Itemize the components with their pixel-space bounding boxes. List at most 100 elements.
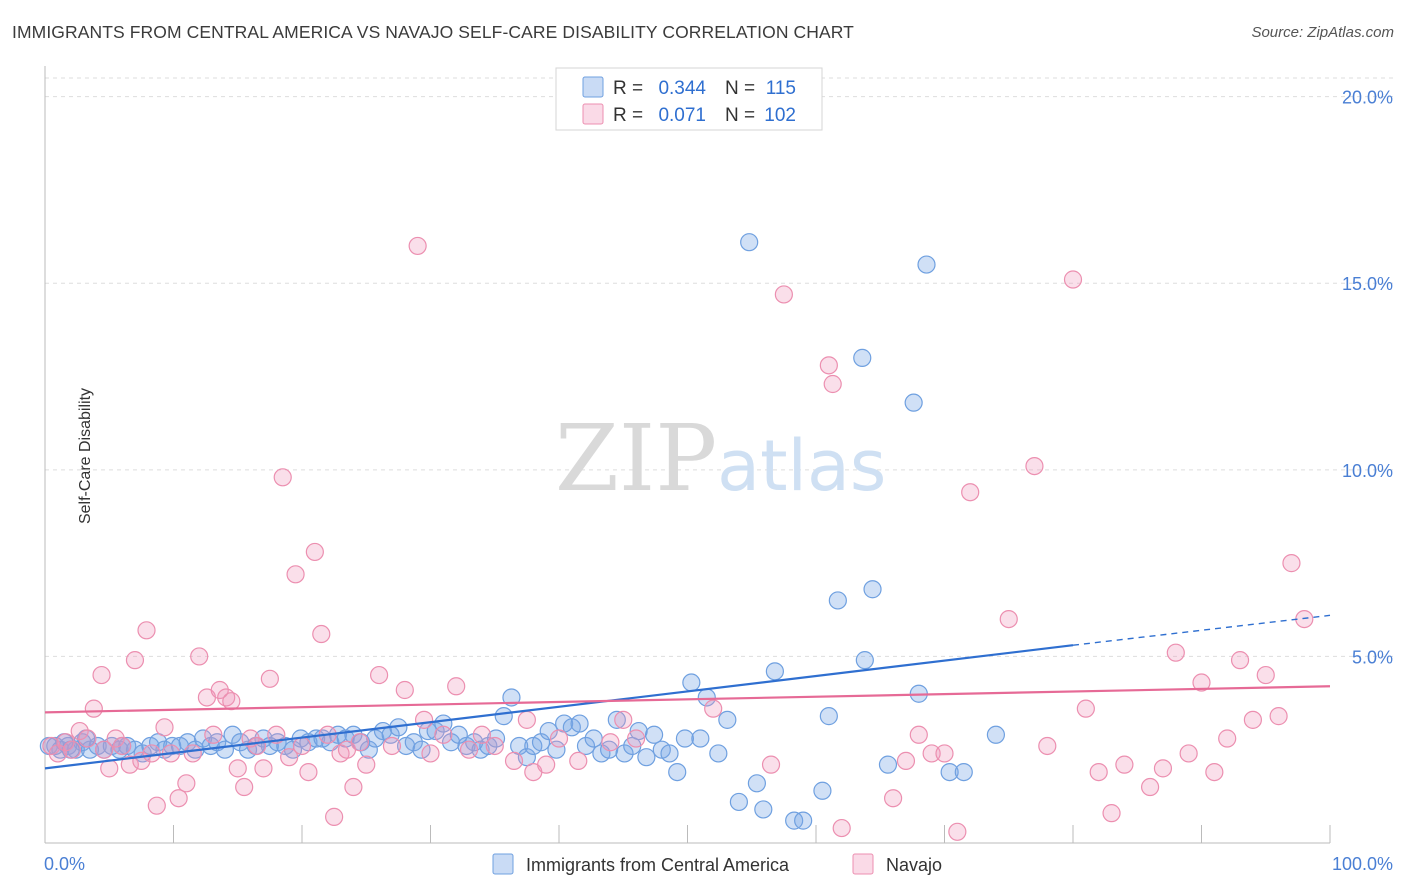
- point-central-america: [904, 393, 923, 412]
- point-central-america: [584, 729, 603, 748]
- r-value: 0.344: [658, 78, 706, 99]
- point-central-america: [441, 733, 461, 752]
- point-central-america: [855, 651, 874, 670]
- point-navajo: [832, 818, 851, 838]
- point-navajo: [1076, 699, 1095, 718]
- point-central-america: [502, 688, 521, 707]
- n-value: 102: [764, 105, 796, 126]
- bottom-legend-swatch: [852, 853, 874, 875]
- point-navajo: [210, 680, 229, 700]
- point-navajo: [1063, 270, 1083, 289]
- point-central-america: [600, 740, 619, 759]
- point-central-america: [215, 740, 234, 759]
- trend-line-navajo: [44, 685, 1331, 714]
- point-navajo: [267, 725, 286, 744]
- point-navajo: [70, 721, 89, 741]
- point-navajo: [280, 748, 299, 767]
- point-navajo: [1179, 744, 1198, 763]
- point-navajo: [120, 755, 139, 774]
- bottom-legend-label: Navajo: [886, 855, 942, 875]
- source-label: Source: ZipAtlas.com: [1251, 24, 1394, 41]
- bottom-legend-label: Immigrants from Central America: [526, 855, 790, 875]
- point-navajo: [1153, 759, 1173, 778]
- point-navajo: [204, 725, 223, 744]
- r-value: 0.071: [658, 105, 706, 126]
- point-navajo: [485, 736, 504, 756]
- y-tick-label: 20.0%: [1342, 88, 1393, 108]
- point-navajo: [344, 777, 363, 797]
- point-navajo: [537, 755, 556, 774]
- point-navajo: [1025, 456, 1044, 476]
- point-navajo: [183, 744, 202, 763]
- point-central-america: [740, 233, 759, 252]
- trend-line-central-america: [44, 644, 1074, 770]
- point-navajo: [569, 751, 588, 771]
- point-navajo: [883, 789, 903, 808]
- point-navajo: [896, 751, 916, 771]
- point-central-america: [494, 707, 513, 726]
- stats-legend-box: [555, 67, 823, 131]
- point-navajo: [504, 751, 524, 771]
- point-navajo: [1166, 643, 1185, 662]
- point-navajo: [247, 736, 267, 756]
- point-navajo: [1230, 651, 1250, 670]
- point-navajo: [92, 665, 111, 685]
- point-central-america: [547, 740, 566, 759]
- point-central-america: [940, 762, 959, 782]
- point-navajo: [56, 733, 75, 752]
- point-navajo: [774, 285, 793, 304]
- point-navajo: [395, 680, 414, 700]
- legend-swatch: [582, 76, 604, 98]
- r-label: R =: [613, 105, 643, 126]
- point-navajo: [228, 759, 247, 778]
- point-navajo: [961, 483, 980, 502]
- point-navajo: [1295, 609, 1314, 629]
- point-central-america: [853, 348, 872, 367]
- point-navajo: [155, 718, 174, 737]
- x-tick-label: 100.0%: [1332, 854, 1393, 874]
- point-central-america: [404, 733, 423, 752]
- point-navajo: [434, 725, 453, 744]
- point-central-america: [607, 710, 626, 729]
- point-central-america: [954, 762, 973, 782]
- point-central-america: [828, 591, 847, 610]
- point-navajo: [1282, 554, 1301, 573]
- point-central-america: [675, 729, 695, 748]
- watermark-atlas: atlas: [717, 425, 886, 507]
- point-navajo: [190, 647, 209, 666]
- point-central-america: [660, 744, 679, 763]
- watermark-zip: ZIP: [555, 405, 717, 512]
- point-navajo: [292, 736, 312, 756]
- point-navajo: [459, 740, 479, 759]
- point-central-america: [570, 714, 589, 733]
- trend-line-extension: [1072, 614, 1331, 646]
- point-central-america: [747, 774, 766, 793]
- point-navajo: [819, 356, 838, 375]
- point-central-america: [479, 736, 498, 756]
- point-central-america: [576, 736, 596, 756]
- point-central-america: [629, 721, 648, 741]
- point-navajo: [260, 669, 279, 688]
- point-central-america: [754, 800, 773, 819]
- point-navajo: [273, 468, 292, 487]
- point-central-america: [223, 725, 242, 744]
- point-navajo: [472, 725, 491, 744]
- point-navajo: [312, 624, 331, 644]
- legend-swatch: [582, 103, 604, 125]
- point-central-america: [863, 580, 882, 599]
- point-navajo: [948, 822, 967, 841]
- point-navajo: [42, 736, 61, 756]
- point-navajo: [357, 755, 376, 774]
- point-navajo: [1115, 755, 1134, 774]
- point-navajo: [299, 762, 318, 782]
- point-central-america: [539, 721, 558, 741]
- point-navajo: [106, 729, 125, 748]
- point-central-america: [307, 729, 326, 748]
- point-navajo: [112, 736, 132, 756]
- point-central-america: [718, 710, 737, 729]
- point-navajo: [1140, 777, 1160, 797]
- point-navajo: [95, 740, 114, 759]
- point-central-america: [917, 255, 936, 274]
- point-central-america: [163, 736, 182, 756]
